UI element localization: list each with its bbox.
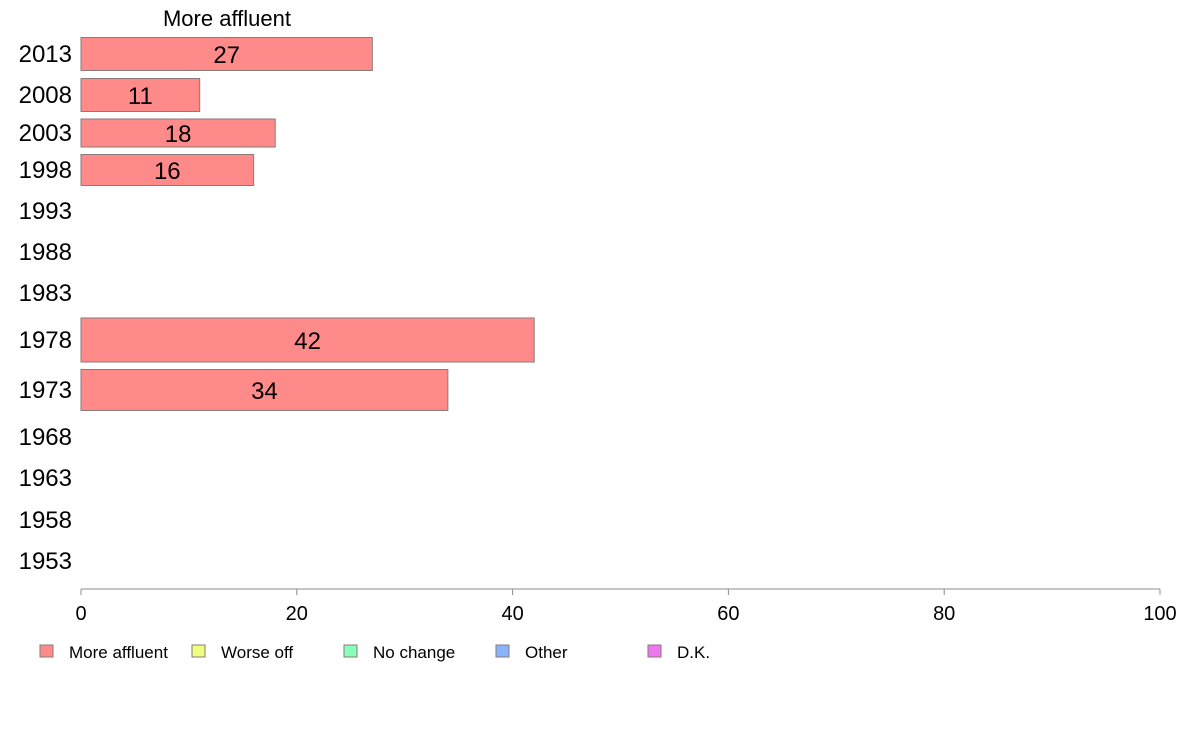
legend-swatch-more-affluent [39, 644, 54, 658]
chart-title: More affluent [163, 6, 291, 31]
legend-swatch-other [495, 644, 510, 658]
bar-1998 [80, 154, 255, 186]
year-label-1963: 1963 [19, 465, 72, 492]
x-tick-label-0: 0 [75, 603, 86, 625]
year-label-1993: 1993 [19, 198, 72, 225]
year-label-2008: 2008 [19, 82, 72, 109]
year-label-1968: 1968 [19, 424, 72, 451]
year-label-1998: 1998 [19, 157, 72, 184]
bars-group: 27 11 18 16 42 34 [80, 37, 535, 411]
x-tick-label-20: 20 [286, 603, 308, 625]
bar-value-label-2008: 11 [128, 83, 153, 110]
year-label-1978: 1978 [19, 327, 72, 354]
bar-value-label-1998: 16 [154, 158, 181, 185]
legend-label-worse-off: Worse off [221, 643, 293, 662]
legend-swatch-worse-off [191, 644, 206, 658]
bar-1973 [80, 369, 449, 411]
bar-value-label-1973: 34 [251, 378, 278, 405]
x-tick-label-40: 40 [501, 603, 523, 625]
legend-label-d-k: D.K. [677, 643, 710, 662]
x-tick-label-100: 100 [1143, 603, 1176, 625]
year-label-1958: 1958 [19, 507, 72, 534]
bar-2008 [80, 78, 201, 112]
x-tick-label-60: 60 [717, 603, 739, 625]
legend: More affluent Worse off No change Other D.K. [39, 643, 710, 662]
year-label-1988: 1988 [19, 239, 72, 266]
legend-label-more-affluent: More affluent [69, 643, 168, 662]
legend-swatch-no-change [343, 644, 358, 658]
year-label-2003: 2003 [19, 120, 72, 147]
x-tick-label-80: 80 [933, 603, 955, 625]
year-label-1983: 1983 [19, 280, 72, 307]
bar-value-label-1978: 42 [294, 328, 321, 355]
bar-value-label-2013: 27 [213, 42, 240, 69]
legend-swatch-d-k [647, 644, 662, 658]
bar-2013 [80, 37, 373, 71]
bar-1978 [80, 317, 535, 363]
legend-label-other: Other [525, 643, 568, 662]
legend-label-no-change: No change [373, 643, 455, 662]
x-axis: 0 20 40 60 80 100 [75, 588, 1177, 625]
year-label-1973: 1973 [19, 377, 72, 404]
bar-2003 [80, 118, 276, 148]
year-label-1953: 1953 [19, 548, 72, 575]
year-label-2013: 2013 [19, 41, 72, 68]
year-labels: 2013 2008 2003 1998 1993 1988 1983 1978 1973 1968… [19, 41, 72, 575]
bar-value-label-2003: 18 [165, 121, 192, 148]
